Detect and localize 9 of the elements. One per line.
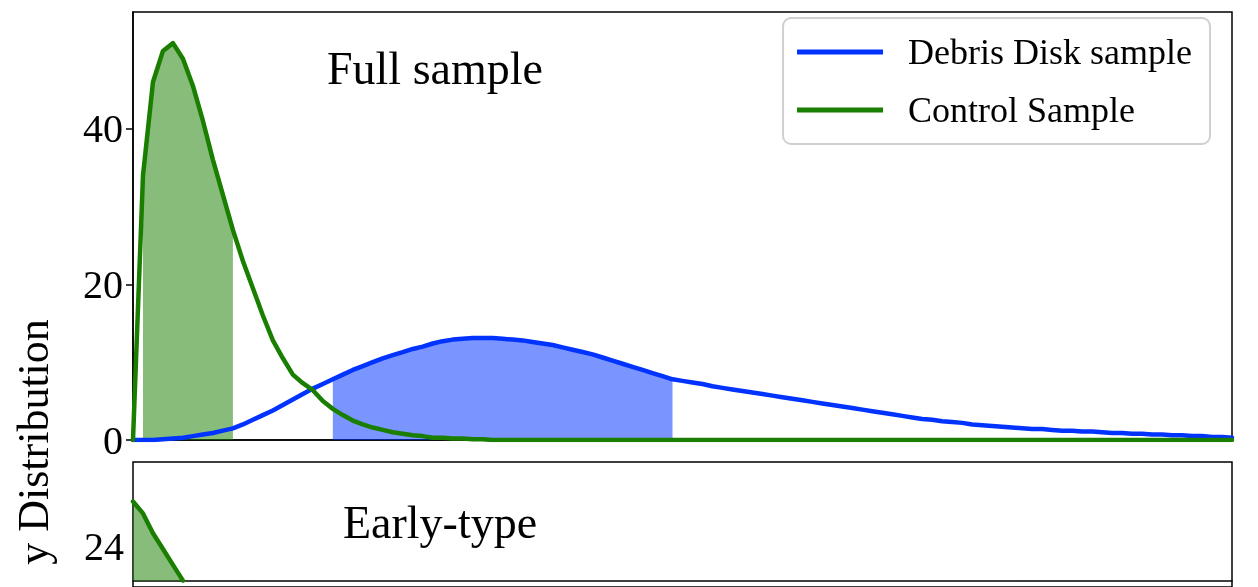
y-tick-label: 40 bbox=[83, 106, 123, 152]
y-tick-label: 0 bbox=[103, 417, 123, 463]
legend-label: Debris Disk sample bbox=[908, 32, 1193, 72]
text: 24 bbox=[84, 523, 124, 569]
legend-label: Control Sample bbox=[908, 90, 1136, 130]
chart-title: Early-type bbox=[343, 496, 538, 548]
text: Full sample bbox=[327, 42, 543, 94]
y-axis-title: y Distribution bbox=[9, 319, 58, 565]
y-tick-label: 20 bbox=[83, 261, 123, 307]
